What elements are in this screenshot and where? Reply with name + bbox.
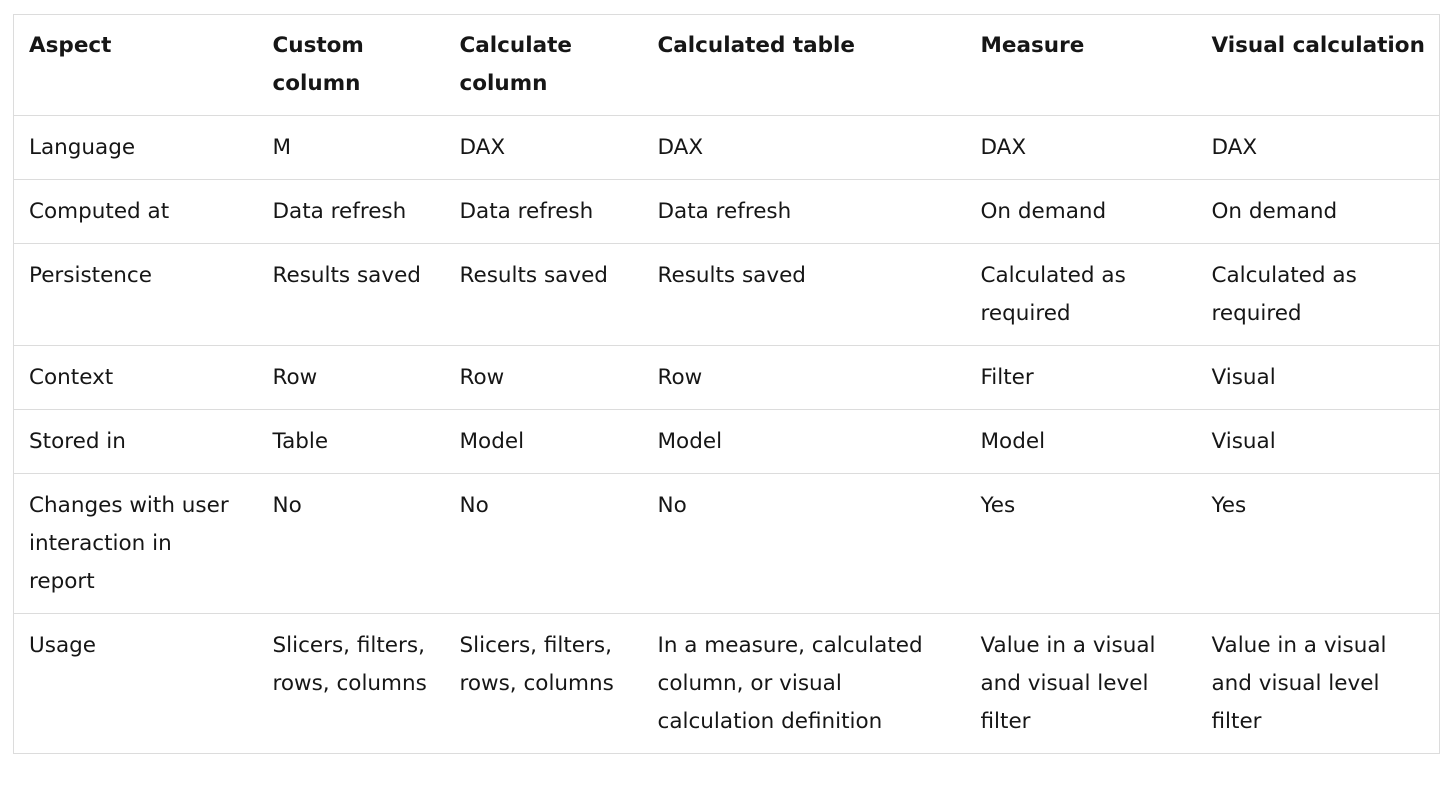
table-cell: Filter [965,345,1197,410]
table-row: Computed at Data refresh Data refresh Da… [13,179,1440,244]
row-label: Language [13,115,258,180]
table-cell: Row [444,345,643,410]
table-cell: Yes [1196,473,1440,614]
table-cell: Results saved [444,243,643,346]
row-label: Usage [13,613,258,754]
row-label: Context [13,345,258,410]
table-cell: In a measure, calculated column, or visu… [642,613,966,754]
table-cell: DAX [642,115,966,180]
table-cell: Table [257,409,445,474]
header-calculated-table: Calculated table [642,14,966,116]
table-cell: Model [642,409,966,474]
table-cell: Results saved [642,243,966,346]
table-cell: Calculated as required [1196,243,1440,346]
header-visual-calculation: Visual calculation [1196,14,1440,116]
table-cell: Visual [1196,409,1440,474]
header-measure: Measure [965,14,1197,116]
table-header-row: Aspect Custom column Calculate column Ca… [13,14,1440,116]
table-cell: On demand [965,179,1197,244]
comparison-table: Aspect Custom column Calculate column Ca… [13,14,1440,754]
table-cell: Row [642,345,966,410]
row-label: Computed at [13,179,258,244]
header-aspect: Aspect [13,14,258,116]
table-cell: DAX [444,115,643,180]
table-cell: Value in a visual and visual level filte… [965,613,1197,754]
table-cell: Model [444,409,643,474]
table-cell: Calculated as required [965,243,1197,346]
comparison-table-container: Aspect Custom column Calculate column Ca… [13,14,1440,754]
table-cell: Yes [965,473,1197,614]
table-cell: Data refresh [444,179,643,244]
table-cell: Value in a visual and visual level filte… [1196,613,1440,754]
table-cell: Slicers, filters, rows, columns [257,613,445,754]
table-row: Persistence Results saved Results saved … [13,243,1440,346]
table-cell: DAX [965,115,1197,180]
table-row: Usage Slicers, filters, rows, columns Sl… [13,613,1440,754]
table-cell: On demand [1196,179,1440,244]
table-cell: Model [965,409,1197,474]
table-cell: Data refresh [642,179,966,244]
table-cell: No [642,473,966,614]
table-row: Language M DAX DAX DAX DAX [13,115,1440,180]
table-cell: No [444,473,643,614]
table-cell: No [257,473,445,614]
table-cell: Slicers, filters, rows, columns [444,613,643,754]
table-cell: Visual [1196,345,1440,410]
row-label: Changes with user interaction in report [13,473,258,614]
table-row: Stored in Table Model Model Model Visual [13,409,1440,474]
table-row: Context Row Row Row Filter Visual [13,345,1440,410]
header-custom-column: Custom column [257,14,445,116]
row-label: Persistence [13,243,258,346]
row-label: Stored in [13,409,258,474]
table-cell: Row [257,345,445,410]
header-calculate-column: Calculate column [444,14,643,116]
table-cell: Results saved [257,243,445,346]
table-cell: DAX [1196,115,1440,180]
table-cell: M [257,115,445,180]
table-row: Changes with user interaction in report … [13,473,1440,614]
table-cell: Data refresh [257,179,445,244]
